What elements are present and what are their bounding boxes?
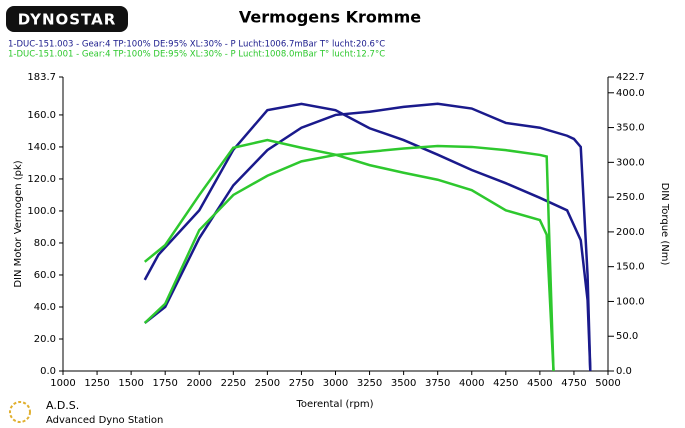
x-tick-label: 1750 (152, 378, 177, 389)
x-tick-label: 2500 (255, 378, 280, 389)
y-tick-label: 160.0 (27, 110, 56, 121)
y2-tick-label: 50.0 (616, 331, 638, 342)
x-tick-label: 5000 (595, 378, 620, 389)
x-tick-label: 1250 (84, 378, 109, 389)
y-tick-label: 0.0 (40, 366, 56, 377)
chart-title: Vermogens Kromme (239, 8, 421, 27)
y-tick-label: 100.0 (27, 206, 56, 217)
series-line (143, 102, 592, 372)
y-tick-label: 140.0 (27, 142, 56, 153)
y2-tick-label: 100.0 (616, 296, 645, 307)
y-tick-label: 60.0 (34, 270, 56, 281)
y2-tick-label: 400.0 (616, 88, 645, 99)
x-axis-label: Toerental (rpm) (295, 399, 373, 410)
x-tick-label: 2250 (221, 378, 246, 389)
x-tick-label: 3250 (357, 378, 382, 389)
x-tick-label: 4250 (493, 378, 518, 389)
ads-icon (9, 401, 31, 423)
y2-tick-label: 200.0 (616, 227, 645, 238)
y2-axis-label: DIN Torque (Nm) (659, 183, 670, 266)
x-tick-label: 3750 (425, 378, 450, 389)
footer-subtitle: Advanced Dyno Station (46, 415, 163, 426)
y-tick-label: 40.0 (34, 302, 56, 313)
logo: DYNOSTAR (18, 11, 117, 29)
y2-tick-label: 300.0 (616, 157, 645, 168)
x-tick-label: 4000 (459, 378, 484, 389)
x-tick-label: 1000 (50, 378, 75, 389)
x-tick-label: 2000 (187, 378, 212, 389)
y-tick-label: 120.0 (27, 174, 56, 185)
y-axis-label: DIN Motor Vermogen (pk) (13, 160, 24, 287)
series-line (143, 144, 555, 372)
legend-entry: 1-DUC-151.003 - Gear:4 TP:100% DE:95% XL… (8, 40, 385, 50)
x-tick-label: 3000 (323, 378, 348, 389)
x-tick-label: 1500 (118, 378, 143, 389)
y2-tick-label: 422.7 (616, 72, 645, 83)
y2-tick-label: 150.0 (616, 262, 645, 273)
series-line (143, 138, 555, 372)
y-tick-label: 80.0 (34, 238, 56, 249)
y2-tick-label: 0.0 (616, 366, 632, 377)
y2-tick-label: 250.0 (616, 192, 645, 203)
y-tick-label: 183.7 (27, 72, 56, 83)
x-tick-label: 2750 (289, 378, 314, 389)
logo-box (6, 6, 128, 32)
y2-tick-label: 350.0 (616, 123, 645, 134)
y-tick-label: 20.0 (34, 334, 56, 345)
series-line (143, 102, 592, 372)
x-tick-label: 4750 (561, 378, 586, 389)
x-tick-label: 4500 (527, 378, 552, 389)
footer-brand: A.D.S. (46, 399, 79, 412)
legend-entry: 1-DUC-151.001 - Gear:4 TP:100% DE:95% XL… (8, 50, 385, 60)
x-tick-label: 3500 (391, 378, 416, 389)
